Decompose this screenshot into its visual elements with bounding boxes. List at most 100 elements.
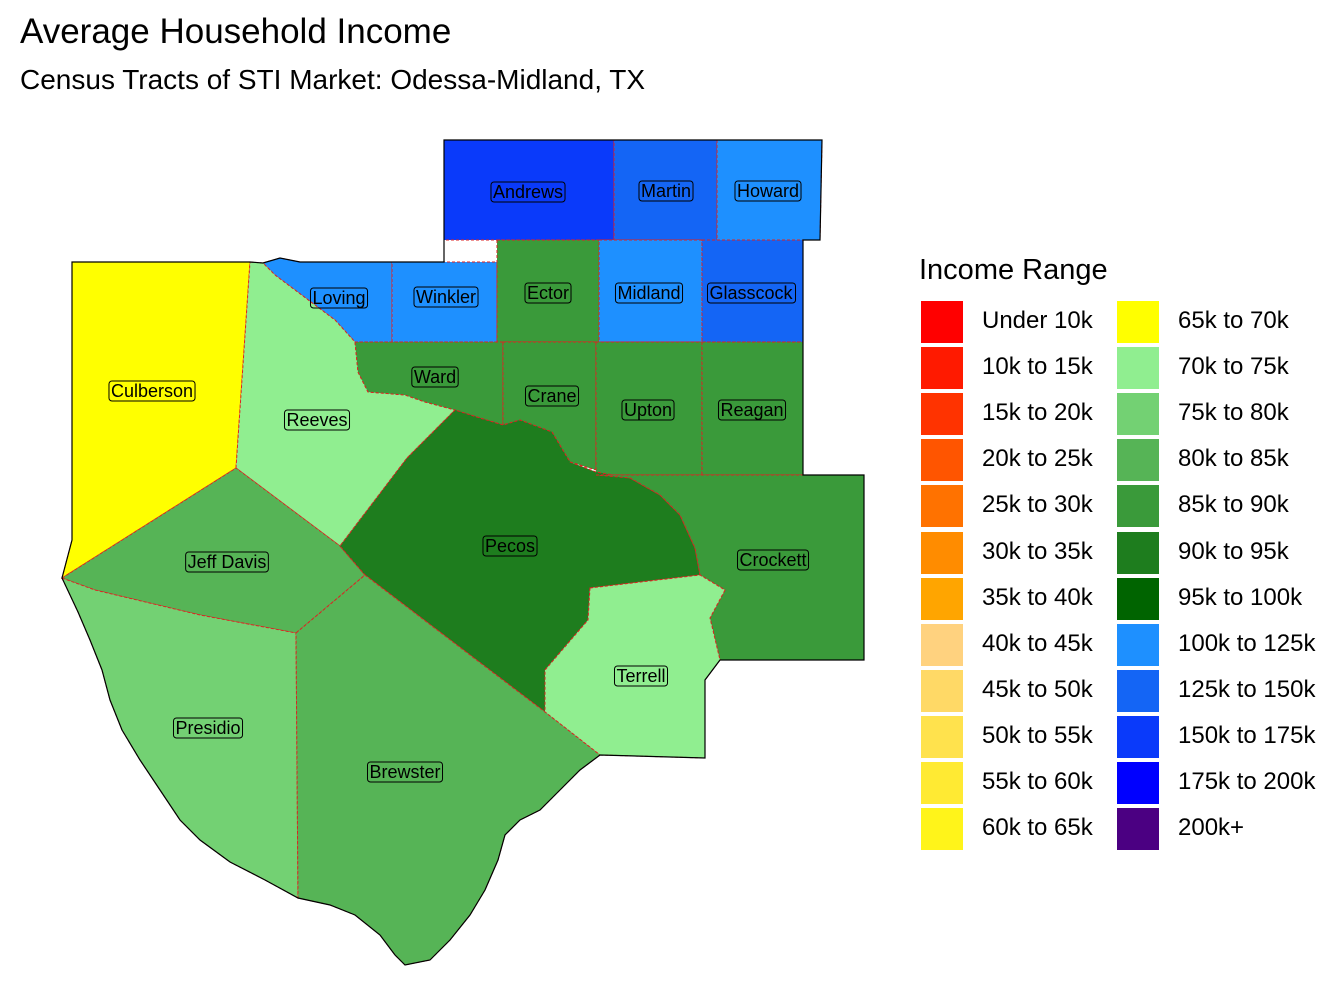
market-outline [61, 139, 865, 966]
county-label-text: Ward [414, 367, 456, 387]
legend-swatch [921, 715, 963, 758]
county-label-reeves: Reeves [283, 409, 351, 431]
county-label-box [734, 180, 802, 202]
legend-swatch [1117, 623, 1159, 666]
legend-item: 85k to 90k [1115, 483, 1325, 528]
legend-swatch [921, 623, 963, 666]
map-title: Average Household Income [20, 12, 452, 51]
legend-label: 100k to 125k [1178, 629, 1316, 657]
legend-label: 175k to 200k [1178, 768, 1316, 795]
county-label-box [706, 282, 797, 304]
legend-item: 15k to 20k [919, 391, 1129, 436]
legend-item: 20k to 25k [919, 437, 1129, 482]
county-label-box [614, 282, 684, 304]
legend-swatch [1117, 485, 1159, 528]
county-label-text: Howard [737, 181, 799, 201]
legend-swatch [921, 577, 963, 620]
county-label-box [108, 380, 196, 402]
legend-label: 45k to 50k [982, 675, 1093, 703]
county-label-reagan: Reagan [717, 399, 787, 421]
legend-swatch [921, 669, 963, 712]
county-label-text: Andrews [493, 182, 563, 202]
county-label-pecos: Pecos [482, 535, 538, 557]
county-label-text: Brewster [369, 762, 440, 782]
county-label-ward: Ward [411, 366, 459, 388]
legend: Income Range Under 10k 10k to 15k 15k to 2… [919, 252, 1339, 852]
legend-swatch [1117, 301, 1159, 343]
legend-item: 10k to 15k [919, 345, 1129, 390]
county-label-text: Presidio [175, 718, 240, 738]
legend-item: 35k to 40k [919, 576, 1129, 620]
county-label-ector: Ector [524, 282, 572, 304]
legend-label: 15k to 20k [982, 399, 1093, 427]
county-label-box [621, 399, 675, 421]
legend-swatch [1117, 762, 1159, 804]
legend-swatch [1117, 808, 1159, 851]
map-subtitle: Census Tracts of STI Market: Odessa-Midl… [20, 64, 646, 95]
county-label-winkler: Winkler [413, 286, 479, 308]
county-label-text: Culberson [111, 381, 193, 401]
legend-item: 95k to 100k [1115, 576, 1325, 620]
legend-item: 90k to 95k [1115, 530, 1325, 574]
county-label-text: Reeves [286, 410, 347, 430]
county-label-martin: Martin [638, 180, 694, 202]
county-label-box [185, 551, 269, 573]
legend-item: 150k to 175k [1115, 714, 1325, 758]
legend-item: 80k to 85k [1115, 437, 1325, 482]
legend-label: 75k to 80k [1178, 399, 1289, 427]
legend-item: 50k to 55k [919, 714, 1129, 758]
county-label-box [482, 535, 538, 557]
legend-item: 65k to 70k [1115, 299, 1325, 343]
county-label-upton: Upton [621, 399, 675, 421]
county-label-box [172, 717, 244, 739]
legend-item: 75k to 80k [1115, 391, 1325, 436]
legend-item: 45k to 50k [919, 668, 1129, 712]
legend-swatch [1117, 393, 1159, 436]
legend-item: Under 10k [919, 299, 1129, 343]
legend-label: 80k to 85k [1178, 445, 1289, 473]
legend-swatch [1117, 669, 1159, 712]
legend-swatch [921, 531, 963, 574]
legend-label: 150k to 175k [1178, 721, 1316, 749]
county-label-box [283, 409, 351, 431]
county-label-presidio: Presidio [172, 717, 244, 739]
legend-item: 60k to 65k [919, 806, 1129, 851]
legend-swatch [1117, 577, 1159, 620]
county-label-box [717, 399, 787, 421]
legend-item: 200k+ [1115, 806, 1325, 851]
legend-swatch [1117, 347, 1159, 390]
county-label-box [413, 286, 479, 308]
legend-item: 70k to 75k [1115, 345, 1325, 390]
county-label-glasscock: Glasscock [706, 282, 797, 304]
legend-label: 85k to 90k [1178, 491, 1289, 519]
county-label-box [490, 181, 566, 203]
county-label-box [638, 180, 694, 202]
county-label-crockett: Crockett [736, 549, 810, 571]
legend-label: 200k+ [1178, 814, 1245, 842]
county-label-text: Jeff Davis [188, 552, 267, 572]
county-label-text: Reagan [720, 400, 783, 420]
legend-label: 35k to 40k [982, 583, 1093, 611]
county-label-box [613, 665, 669, 687]
county-label-box [736, 549, 810, 571]
county-label-culberson: Culberson [108, 380, 196, 402]
county-label-text: Glasscock [709, 283, 793, 303]
legend-swatch [921, 808, 963, 851]
legend-swatch [921, 301, 963, 343]
legend-label: 60k to 65k [982, 814, 1093, 842]
legend-label: 25k to 30k [982, 491, 1093, 519]
county-label-box [411, 366, 459, 388]
county-label-box [524, 282, 572, 304]
county-label-crane: Crane [524, 385, 580, 407]
legend-item: 175k to 200k [1115, 760, 1325, 804]
legend-label: 30k to 35k [982, 537, 1093, 565]
legend-swatch [1117, 715, 1159, 758]
county-label-box [366, 761, 444, 783]
legend-swatch [921, 485, 963, 528]
legend-label: 90k to 95k [1178, 537, 1289, 565]
legend-label: 55k to 60k [982, 768, 1093, 795]
legend-label: 20k to 25k [982, 445, 1093, 473]
county-label-text: Loving [312, 288, 365, 308]
county-label-box [309, 287, 369, 309]
